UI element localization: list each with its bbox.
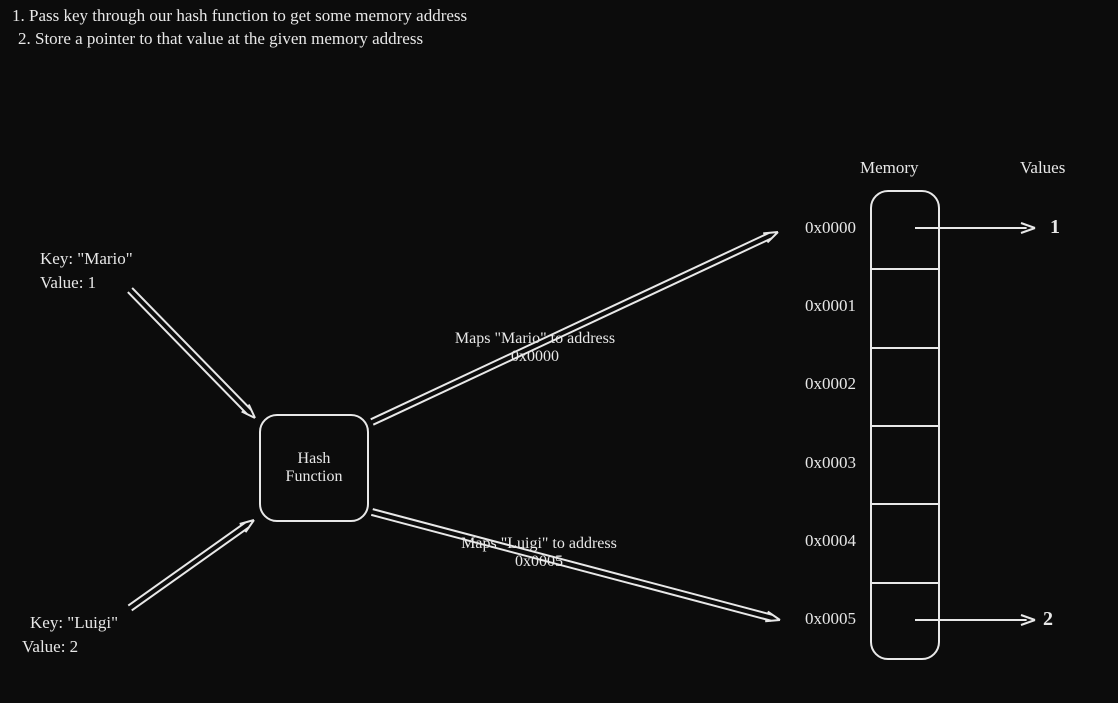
- step-1-text: 1. Pass key through our hash function to…: [12, 6, 467, 26]
- memory-cell-2: [872, 349, 938, 427]
- hash-function-label-1: Hash: [298, 450, 331, 468]
- input-luigi-key: Key: "Luigi": [30, 611, 118, 635]
- input-mario-key: Key: "Mario": [40, 247, 133, 271]
- map-luigi-line2: 0x0005: [434, 553, 644, 571]
- value-2: 2: [1043, 608, 1053, 631]
- addr-0: 0x0000: [786, 218, 856, 238]
- input-mario-value: Value: 1: [40, 271, 96, 295]
- addr-5: 0x0005: [786, 609, 856, 629]
- map-mario-line1: Maps "Mario" to address: [430, 330, 640, 348]
- map-luigi-line1: Maps "Luigi" to address: [434, 535, 644, 553]
- value-1: 1: [1050, 216, 1060, 239]
- memory-column: [870, 190, 940, 660]
- memory-cell-5: [872, 584, 938, 662]
- map-mario-line2: 0x0000: [430, 348, 640, 366]
- memory-cell-1: [872, 270, 938, 348]
- memory-cell-4: [872, 505, 938, 583]
- memory-header: Memory: [860, 158, 919, 178]
- addr-2: 0x0002: [786, 374, 856, 394]
- addr-4: 0x0004: [786, 531, 856, 551]
- hash-function-label-2: Function: [286, 468, 343, 486]
- hash-function-box: Hash Function: [259, 414, 369, 522]
- input-luigi-value: Value: 2: [22, 635, 78, 659]
- memory-cell-3: [872, 427, 938, 505]
- map-luigi-label: Maps "Luigi" to address 0x0005: [434, 535, 644, 571]
- values-header: Values: [1020, 158, 1065, 178]
- addr-1: 0x0001: [786, 296, 856, 316]
- map-mario-label: Maps "Mario" to address 0x0000: [430, 330, 640, 366]
- step-2-text: 2. Store a pointer to that value at the …: [18, 29, 423, 49]
- addr-3: 0x0003: [786, 453, 856, 473]
- memory-cell-0: [872, 192, 938, 270]
